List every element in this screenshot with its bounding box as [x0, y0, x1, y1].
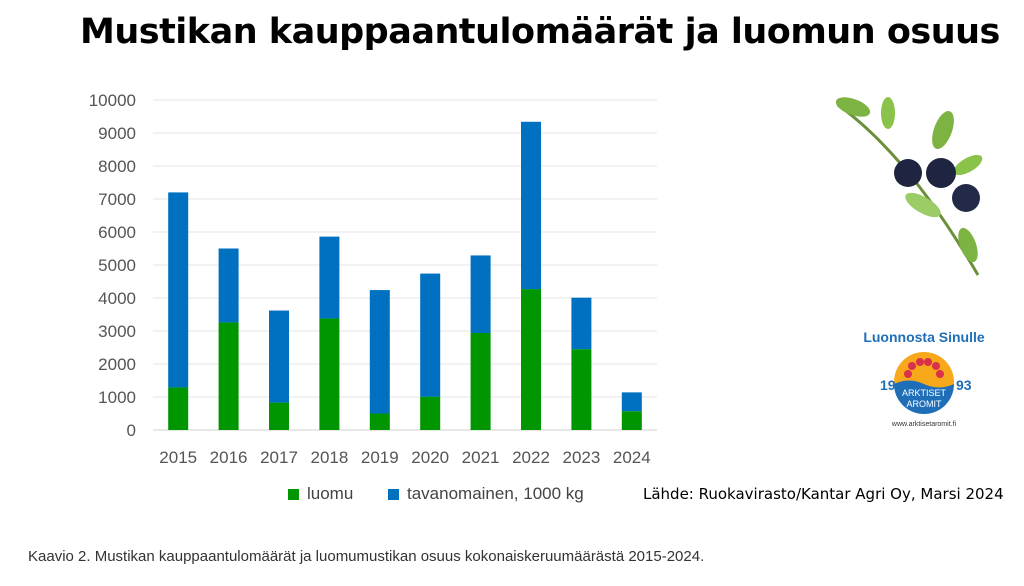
bar-luomu-2022	[521, 289, 541, 430]
bar-tavanomainen-2020	[420, 273, 441, 397]
y-tick-label: 6000	[98, 223, 136, 242]
bar-luomu-2023	[571, 349, 592, 430]
y-tick-label: 2000	[98, 355, 136, 374]
bar-tavanomainen-2024	[621, 392, 642, 412]
bar-tavanomainen-2023	[571, 297, 592, 350]
legend-swatch	[288, 488, 299, 500]
y-tick-label: 9000	[98, 124, 136, 143]
x-tick-label: 2023	[562, 448, 600, 467]
svg-text:www.arktisetaromit.fi: www.arktisetaromit.fi	[891, 421, 957, 428]
blueberry-branch-image	[835, 97, 983, 276]
x-tick-label: 2015	[159, 448, 197, 467]
svg-text:Luonnosta Sinulle: Luonnosta Sinulle	[863, 329, 985, 345]
bar-luomu-2020	[420, 396, 441, 430]
y-tick-label: 0	[127, 421, 136, 440]
bar-tavanomainen-2019	[369, 290, 390, 414]
figure-caption: Kaavio 2. Mustikan kauppaantulomäärät ja…	[28, 548, 705, 565]
legend-item-tavanomainen: tavanomainen, 1000 kg	[388, 484, 584, 504]
x-tick-label: 2016	[210, 448, 248, 467]
x-tick-label: 2022	[512, 448, 550, 467]
x-tick-label: 2019	[361, 448, 399, 467]
bar-luomu-2017	[269, 402, 289, 430]
bar-luomu-2019	[369, 413, 390, 430]
svg-text:ARKTISET: ARKTISET	[902, 388, 947, 398]
x-tick-label: 2024	[613, 448, 651, 467]
y-tick-label: 8000	[98, 157, 136, 176]
legend-swatch	[388, 488, 399, 500]
x-tick-label: 2017	[260, 448, 298, 467]
chart-title: Mustikan kauppaantulomäärät ja luomun os…	[80, 12, 1000, 52]
legend-item-luomu: luomu	[288, 484, 353, 504]
bar-tavanomainen-2015	[168, 192, 189, 388]
svg-text:19: 19	[880, 377, 896, 393]
x-tick-label: 2020	[411, 448, 449, 467]
y-tick-label: 4000	[98, 289, 136, 308]
bar-luomu-2018	[319, 318, 340, 430]
bar-luomu-2024	[621, 411, 642, 430]
bar-tavanomainen-2016	[218, 248, 239, 323]
bar-luomu-2021	[470, 332, 491, 430]
x-tick-label: 2018	[310, 448, 348, 467]
svg-text:AROMIT: AROMIT	[907, 399, 943, 409]
legend-label: luomu	[307, 484, 354, 503]
source-note: Lähde: Ruokavirasto/Kantar Agri Oy, Mars…	[643, 485, 1004, 503]
y-tick-label: 7000	[98, 190, 136, 209]
bar-tavanomainen-2018	[319, 236, 340, 319]
bar-tavanomainen-2021	[470, 255, 491, 333]
arktiset-aromit-logo: Luonnosta Sinulle 19 93 ARKTISET AROMIT …	[863, 329, 985, 428]
svg-text:93: 93	[956, 377, 972, 393]
x-tick-label: 2021	[462, 448, 500, 467]
y-tick-label: 3000	[98, 322, 136, 341]
bar-tavanomainen-2017	[269, 310, 289, 403]
y-tick-label: 10000	[89, 91, 136, 110]
bar-luomu-2016	[218, 322, 239, 430]
bar-tavanomainen-2022	[521, 121, 541, 290]
y-tick-label: 1000	[98, 388, 136, 407]
legend-label: tavanomainen, 1000 kg	[407, 484, 584, 503]
bar-luomu-2015	[168, 387, 189, 430]
y-tick-label: 5000	[98, 256, 136, 275]
